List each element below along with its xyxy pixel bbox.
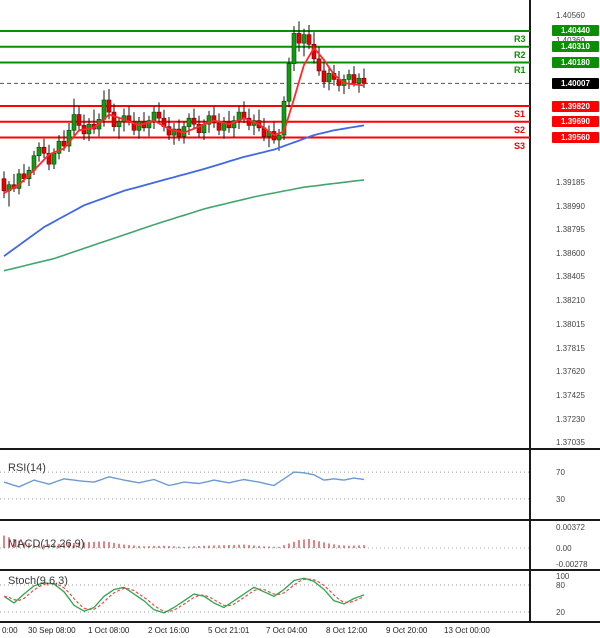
time-label: 5 Oct 21:01	[208, 626, 250, 635]
stoch-d-line	[3, 578, 365, 613]
pivot-label-r1: R1	[514, 65, 526, 76]
stoch-title: Stoch(9,6,3)	[8, 575, 68, 587]
candle-up	[56, 140, 62, 154]
candle-up	[71, 114, 77, 131]
candle-down	[296, 33, 302, 44]
macd-axis-label: 0.00372	[556, 523, 585, 532]
stoch-level-label: 100	[556, 572, 570, 581]
price-axis-label: 1.37620	[556, 367, 585, 377]
candle-down	[321, 70, 327, 83]
rsi-title: RSI(14)	[8, 462, 46, 474]
candle-up	[206, 115, 212, 125]
time-label: 9 Oct 20:00	[386, 626, 428, 635]
candle-down	[61, 140, 67, 147]
candle-down	[211, 115, 217, 124]
candle-up	[116, 121, 122, 127]
candle-down	[196, 123, 202, 133]
price-axis-label: 1.38600	[556, 248, 585, 258]
candle-up	[346, 74, 352, 80]
price-badge-support: 1.39690	[552, 116, 599, 128]
candle-down	[306, 34, 312, 45]
time-label: 2 Oct 16:00	[148, 626, 190, 635]
candle-up	[326, 73, 332, 83]
price-axis-label: 1.37815	[556, 343, 585, 353]
price-axis-label: 1.38795	[556, 225, 585, 235]
pivot-label-s2: S2	[514, 124, 526, 135]
price-axis-label: 1.37035	[556, 438, 585, 448]
candle-down	[1, 178, 7, 192]
macd-axis-label: 0.00	[556, 544, 572, 553]
candle-up	[301, 34, 307, 44]
pivot-label-s3: S3	[514, 140, 526, 151]
candle-down	[216, 122, 222, 131]
candle-down	[156, 111, 162, 119]
macd-title: MACD(12,26,9)	[8, 538, 85, 550]
candle-down	[166, 126, 172, 136]
candle-up	[36, 146, 42, 156]
candle-up	[16, 173, 22, 189]
price-axis-label: 1.38210	[556, 295, 585, 305]
price-axis-label: 1.38405	[556, 272, 585, 282]
price-axis-label: 1.39185	[556, 177, 585, 187]
time-label: 7 Oct 04:00	[266, 626, 308, 635]
time-label: 1 Oct 08:00	[88, 626, 130, 635]
stoch-level-label: 20	[556, 608, 565, 617]
ma-slow-line	[3, 179, 365, 272]
time-label: 0:00	[2, 626, 18, 635]
time-label: 30 Sep 08:00	[28, 626, 76, 635]
pivot-label-s1: S1	[514, 109, 526, 120]
candle-up	[231, 120, 237, 129]
candle-down	[241, 111, 247, 119]
price-badge-resistance: 1.40440	[552, 25, 599, 37]
price-axis-label: 1.38990	[556, 201, 585, 211]
candle-down	[316, 58, 322, 72]
candle-down	[76, 114, 82, 126]
candle-down	[191, 117, 197, 125]
candle-up	[286, 63, 292, 102]
candle-up	[66, 129, 72, 147]
candle-down	[46, 152, 52, 165]
rsi-line	[3, 471, 365, 488]
ma-mid-line	[3, 124, 365, 257]
stoch-k-line	[3, 577, 365, 614]
candle-up	[146, 120, 152, 129]
price-axis-label: 1.40560	[556, 11, 585, 21]
candle-up	[221, 121, 227, 131]
candle-down	[106, 99, 112, 113]
stoch-level-label: 80	[556, 581, 565, 590]
candle-up	[171, 128, 177, 136]
ma-fast-line	[3, 47, 365, 194]
price-axis-label: 1.40360	[556, 35, 585, 45]
candle-up	[186, 117, 192, 127]
candle-down	[131, 121, 137, 131]
candle-down	[361, 77, 367, 84]
pivot-label-r2: R2	[514, 49, 526, 60]
candle-up	[101, 99, 107, 120]
price-axis-label: 1.38015	[556, 319, 585, 329]
candle-down	[111, 111, 117, 127]
candle-up	[276, 134, 282, 141]
candle-up	[291, 33, 297, 64]
rsi-level-label: 70	[556, 468, 565, 478]
pivot-label-r3: R3	[514, 33, 526, 44]
macd-axis-label: -0.00278	[556, 559, 588, 569]
candle-up	[356, 77, 362, 84]
price-axis-label: 1.37425	[556, 391, 585, 400]
candle-up	[151, 111, 157, 121]
candle-down	[351, 74, 357, 84]
price-badge-resistance: 1.40180	[552, 56, 599, 68]
rsi-level-label: 30	[556, 494, 565, 504]
time-label: 13 Oct 00:00	[444, 626, 490, 635]
candle-up	[51, 152, 57, 165]
candle-up	[281, 100, 287, 136]
price-badge-current: 1.40007	[552, 77, 599, 89]
time-label: 8 Oct 12:00	[326, 626, 368, 635]
price-badge-resistance: 1.40310	[552, 41, 599, 53]
candle-down	[41, 146, 47, 154]
price-axis-label: 1.37230	[556, 414, 585, 424]
price-badge-support: 1.39560	[552, 132, 599, 144]
price-badge-support: 1.39820	[552, 100, 599, 112]
